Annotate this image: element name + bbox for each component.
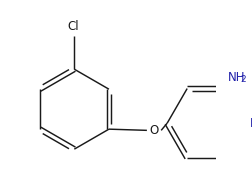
Text: O: O bbox=[149, 124, 159, 137]
Text: 2: 2 bbox=[240, 75, 246, 84]
Text: NH: NH bbox=[228, 71, 246, 84]
Text: Cl: Cl bbox=[68, 20, 79, 33]
Text: N: N bbox=[250, 117, 252, 130]
